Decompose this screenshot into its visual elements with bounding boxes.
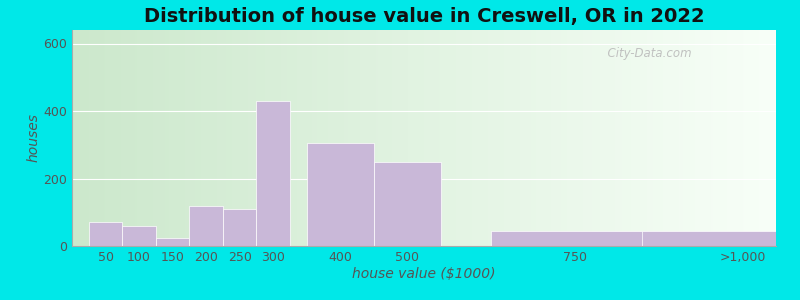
Bar <box>642 231 776 246</box>
X-axis label: house value ($1000): house value ($1000) <box>352 267 496 280</box>
Bar <box>223 209 256 246</box>
Bar <box>156 238 190 246</box>
Bar <box>256 101 290 246</box>
Bar <box>190 206 223 246</box>
Bar <box>122 226 156 246</box>
Bar <box>491 231 658 246</box>
Y-axis label: houses: houses <box>26 113 41 163</box>
Bar <box>89 222 122 246</box>
Title: Distribution of house value in Creswell, OR in 2022: Distribution of house value in Creswell,… <box>144 7 704 26</box>
Text: City-Data.com: City-Data.com <box>600 47 692 60</box>
Bar <box>306 143 374 246</box>
Bar <box>374 162 441 246</box>
